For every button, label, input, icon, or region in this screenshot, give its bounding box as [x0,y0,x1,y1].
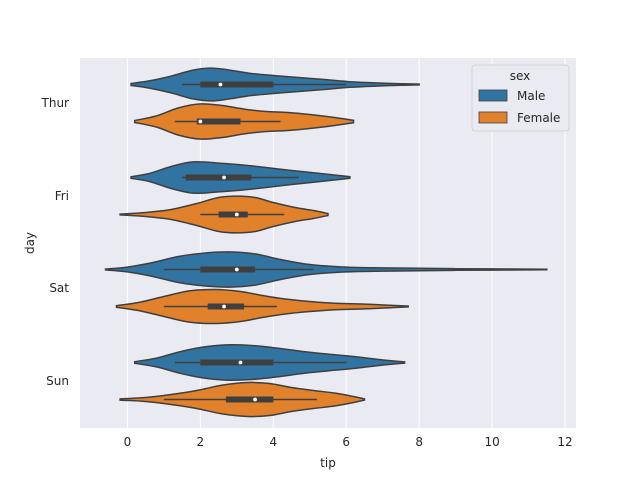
violin-median-dot [222,304,226,309]
violin-median-dot [234,267,239,272]
legend-label-female: Female [517,111,560,125]
y-axis-label: day [23,232,37,254]
x-tick-label: 0 [124,435,132,449]
x-tick-label: 10 [484,435,499,449]
tick-layer: 0 2 4 6 8 10 12 Thur Fri Sat Sun [41,96,573,449]
violin-iqr-box [200,266,256,273]
violin-iqr-box [196,118,241,125]
violin-median-dot [238,360,243,365]
violin-median-dot [222,175,226,180]
x-tick-label: 4 [269,435,277,449]
violin-median-dot [253,397,257,402]
legend: sex Male Female [471,64,570,132]
x-tick-label: 8 [415,435,423,449]
violin-median-dot [218,82,223,87]
y-tick-label: Fri [55,189,69,203]
violin-layer [104,67,548,418]
legend-label-male: Male [517,89,545,103]
y-tick-label: Sat [49,281,69,295]
legend-title: sex [510,69,531,83]
x-tick-label: 12 [557,435,572,449]
violin-iqr-box [225,396,274,403]
violin-median-dot [234,212,239,217]
legend-swatch-male [478,89,508,102]
x-axis-label: tip [320,456,336,470]
y-tick-label: Thur [41,96,70,110]
legend-swatch-female [478,111,508,124]
violin-iqr-box [218,211,248,218]
violin-iqr-box [185,174,252,181]
y-tick-label: Sun [46,374,69,388]
violin-male-sat [104,251,548,288]
violin-iqr-box [200,359,274,366]
violin-median-dot [198,119,203,124]
x-tick-label: 2 [197,435,205,449]
x-tick-label: 6 [342,435,350,449]
violin-iqr-box [200,81,274,88]
